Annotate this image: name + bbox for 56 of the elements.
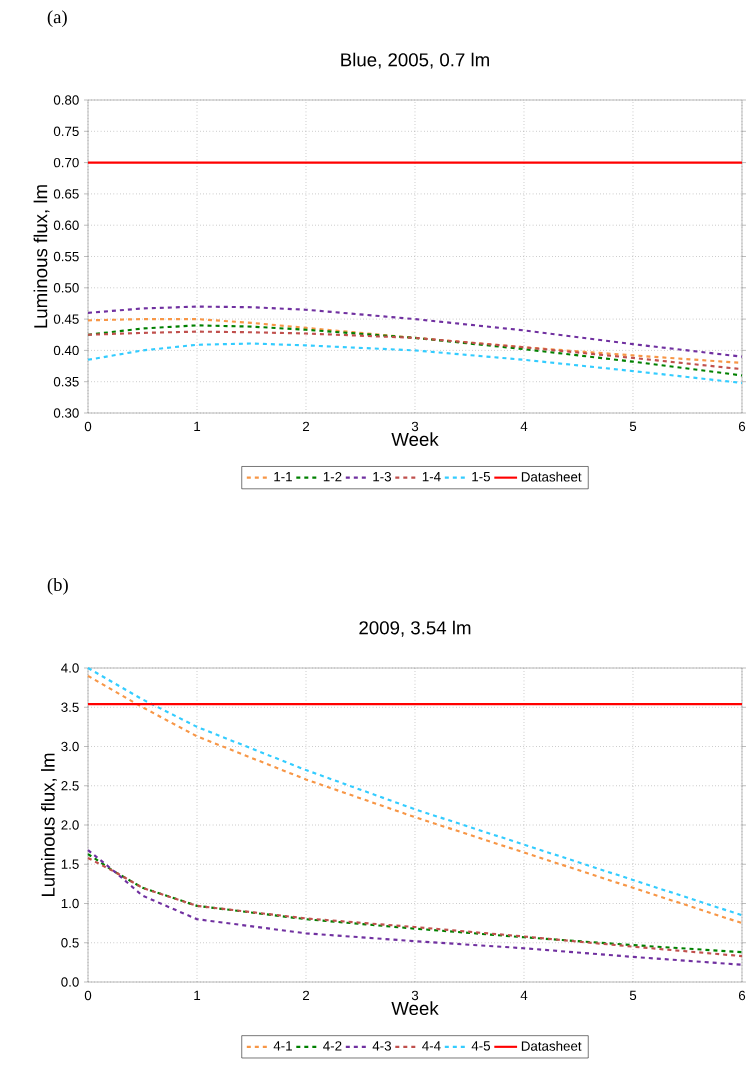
x-tick-label: 2 — [302, 421, 310, 432]
x-tick-label: 5 — [629, 990, 637, 1001]
chart-title: Blue, 2005, 0.7 lm — [341, 52, 489, 69]
y-tick-label: 0.80 — [53, 95, 79, 105]
line-series — [86, 305, 744, 358]
y-tick-label: 0.30 — [53, 408, 79, 418]
y-tick-label: 3.0 — [61, 741, 79, 752]
x-tick-label: 3 — [411, 421, 419, 432]
y-tick-label: 1.0 — [61, 898, 79, 909]
x-tick-label: 1 — [194, 421, 201, 431]
x-tick-label: 0 — [84, 990, 92, 1001]
y-tick-label: 3.5 — [61, 702, 79, 712]
y-tick-label: 0.55 — [53, 251, 79, 262]
x-tick-label: 0 — [84, 421, 92, 432]
x-tick-label: 6 — [738, 421, 746, 432]
x-tick-label: 3 — [411, 990, 419, 1001]
y-tick-label: 2.5 — [61, 781, 79, 791]
legend-label: 1-1 — [274, 472, 292, 482]
y-tick-label: 0.65 — [53, 189, 79, 199]
y-tick-label: 4.0 — [61, 663, 79, 673]
legend-label: 1-3 — [373, 472, 391, 482]
x-tick-label: 1 — [194, 990, 201, 1000]
legend-label: 1-2 — [323, 472, 342, 482]
line-series — [86, 342, 744, 385]
legend-label: 4-2 — [323, 1041, 342, 1051]
y-tick-label: 2.0 — [61, 820, 79, 830]
x-axis-title: Week — [391, 1001, 439, 1016]
legend-label: Datasheet — [521, 471, 582, 482]
legend-label: 4-4 — [422, 1041, 441, 1051]
x-tick-label: 6 — [738, 990, 746, 1001]
legend-label: 4-5 — [471, 1041, 491, 1051]
x-tick-label: 2 — [302, 990, 310, 1001]
y-tick-label: 0.75 — [53, 126, 79, 137]
x-tick-label: 5 — [629, 421, 637, 432]
y-tick-label: 0.60 — [53, 220, 79, 230]
y-axis-title: Luminous flux, lm — [33, 185, 50, 328]
chart-title: 2009, 3.54 lm — [359, 620, 471, 637]
legend-label: Datasheet — [521, 1040, 582, 1051]
legend-label: 4-1 — [273, 1041, 292, 1051]
x-tick-label: 4 — [520, 990, 528, 1000]
y-tick-label: 0.50 — [53, 283, 79, 293]
y-tick-label: 0.0 — [61, 977, 79, 987]
y-tick-label: 0.35 — [53, 376, 79, 387]
x-axis-title: Week — [391, 432, 439, 447]
y-tick-label: 0.70 — [53, 157, 79, 168]
y-tick-label: 1.5 — [61, 859, 79, 869]
y-tick-label: 0.45 — [53, 314, 79, 324]
y-tick-label: 0.40 — [53, 345, 79, 356]
legend-label: 1-5 — [472, 472, 491, 482]
legend-label: 4-3 — [372, 1041, 391, 1051]
text: (b) — [47, 577, 68, 595]
y-axis-title: Luminous flux, lm — [41, 753, 57, 897]
legend-label: 1-4 — [422, 472, 441, 482]
x-tick-label: 4 — [520, 421, 528, 431]
y-tick-label: 0.5 — [61, 938, 79, 948]
text: (a) — [47, 10, 67, 28]
